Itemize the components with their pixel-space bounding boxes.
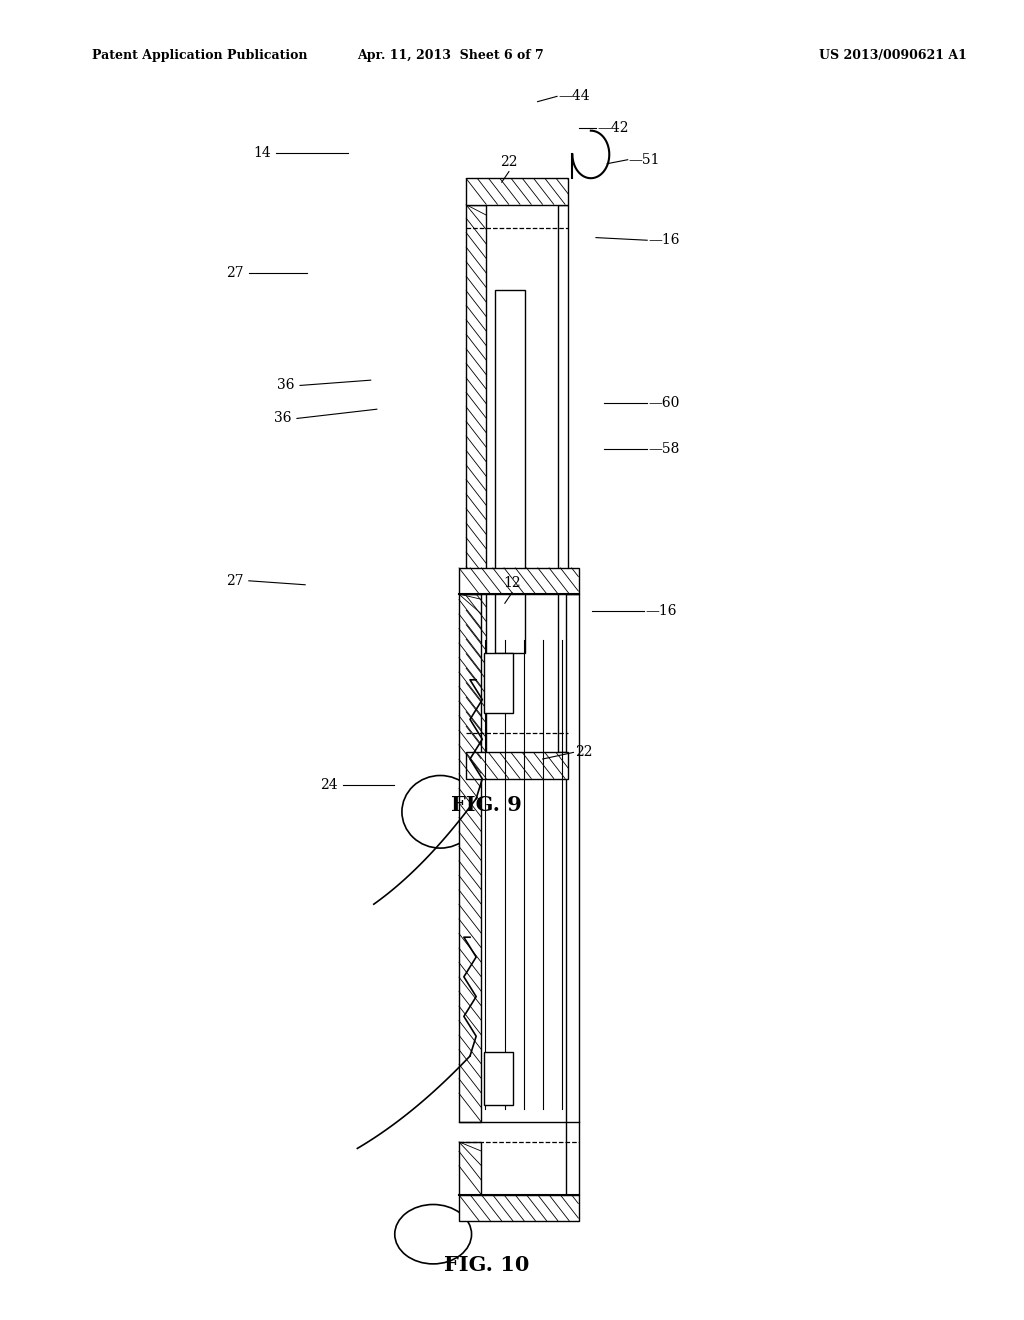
Text: 27: 27	[226, 574, 244, 587]
Bar	[466, 205, 486, 752]
Bar	[459, 568, 579, 594]
Bar	[459, 1195, 579, 1221]
Ellipse shape	[395, 1204, 471, 1265]
Text: 12: 12	[503, 576, 521, 590]
Bar	[459, 1142, 481, 1195]
Text: —60: —60	[648, 396, 680, 409]
Text: —58: —58	[648, 442, 680, 455]
Text: —44: —44	[558, 90, 590, 103]
Bar	[566, 594, 579, 1195]
Bar	[558, 205, 568, 752]
Bar	[459, 594, 481, 1122]
Text: FIG. 9: FIG. 9	[451, 795, 522, 816]
Text: 36: 36	[274, 412, 292, 425]
Text: FIG. 10: FIG. 10	[443, 1254, 529, 1275]
Text: 14: 14	[254, 147, 271, 160]
Text: —51: —51	[629, 153, 660, 166]
Text: 22: 22	[575, 746, 593, 759]
Text: —16: —16	[645, 605, 677, 618]
Text: —42: —42	[597, 121, 629, 135]
Text: 24: 24	[321, 779, 338, 792]
Text: Apr. 11, 2013  Sheet 6 of 7: Apr. 11, 2013 Sheet 6 of 7	[357, 49, 544, 62]
Ellipse shape	[401, 776, 478, 849]
Bar	[484, 1052, 513, 1105]
Bar	[495, 290, 525, 653]
Bar	[466, 178, 568, 205]
Bar	[466, 752, 568, 779]
Text: 27: 27	[226, 267, 244, 280]
Text: 22: 22	[500, 154, 518, 169]
Text: 36: 36	[278, 379, 295, 392]
Text: Patent Application Publication: Patent Application Publication	[92, 49, 307, 62]
Text: US 2013/0090621 A1: US 2013/0090621 A1	[819, 49, 967, 62]
Text: —16: —16	[648, 234, 680, 247]
Bar	[484, 653, 513, 713]
